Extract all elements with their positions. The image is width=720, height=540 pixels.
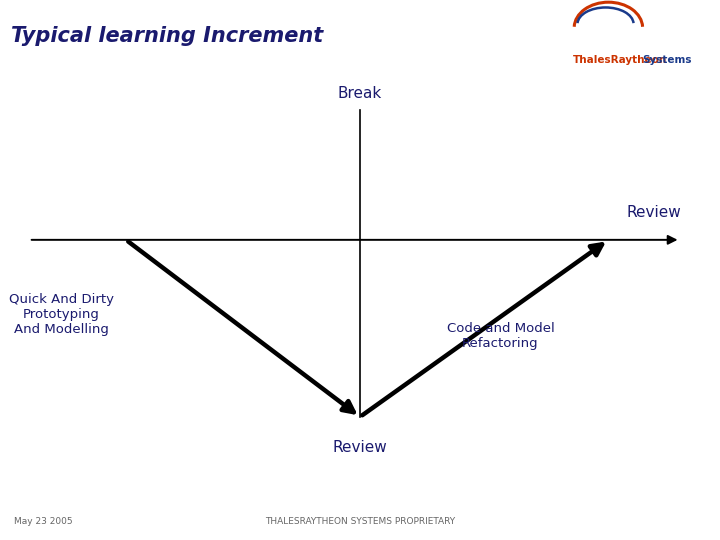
Text: Quick And Dirty
Prototyping
And Modelling: Quick And Dirty Prototyping And Modellin… bbox=[9, 293, 114, 336]
Text: THALESRAYTHEON SYSTEMS PROPRIETARY: THALESRAYTHEON SYSTEMS PROPRIETARY bbox=[265, 517, 455, 525]
Text: May 23 2005: May 23 2005 bbox=[14, 517, 73, 525]
Text: ThalesRaytheon: ThalesRaytheon bbox=[572, 55, 667, 65]
Text: Review: Review bbox=[333, 440, 387, 455]
Text: Review: Review bbox=[626, 205, 681, 220]
Text: Code and Model
Refactoring: Code and Model Refactoring bbox=[446, 322, 554, 350]
Text: Typical learning Increment: Typical learning Increment bbox=[11, 26, 323, 46]
Text: Break: Break bbox=[338, 86, 382, 101]
Text: Systems: Systems bbox=[642, 55, 692, 65]
